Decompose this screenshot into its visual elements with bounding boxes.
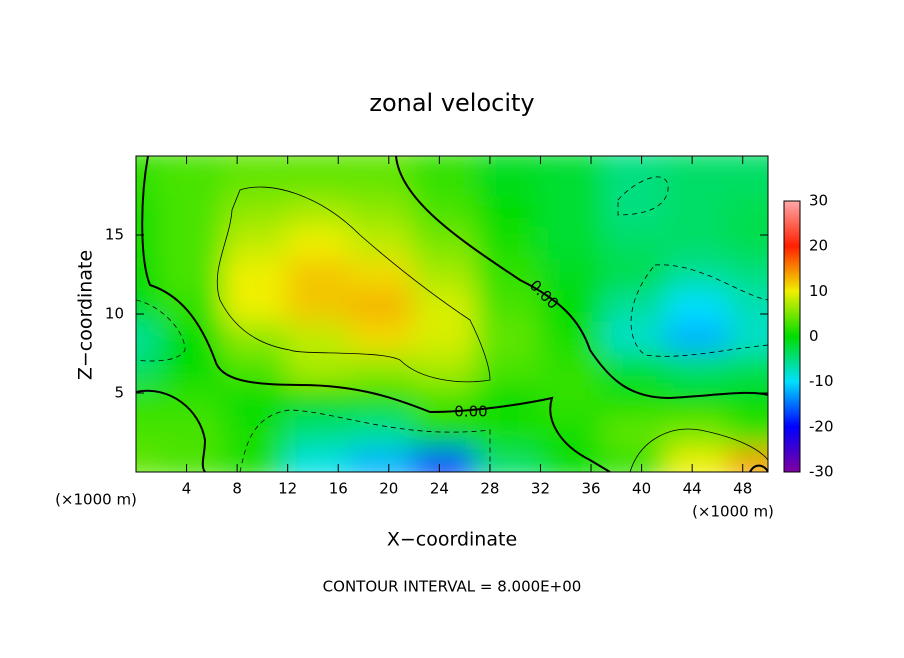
- colorbar-tick-label: 20: [809, 237, 828, 255]
- footer-note: CONTOUR INTERVAL = 8.000E+00: [323, 578, 582, 596]
- contour-label: 0.00: [454, 403, 487, 421]
- colorbar-tick-label: -20: [809, 417, 834, 435]
- axes: [136, 156, 800, 473]
- contour-8: [629, 428, 768, 472]
- field: [136, 156, 768, 472]
- colorbar-tick-label: -10: [809, 372, 834, 390]
- colorbar-tick-label: 30: [809, 192, 828, 210]
- x-unit: (×1000 m): [692, 503, 774, 521]
- contour-8: [216, 186, 491, 383]
- x-tick-label: 44: [683, 480, 702, 498]
- contour-neg8: [136, 299, 186, 362]
- field-clip: [136, 156, 768, 472]
- x-tick-label: 48: [733, 480, 752, 498]
- field-cell: [728, 156, 768, 196]
- x-tick-label: 24: [430, 480, 449, 498]
- chart-title: zonal velocity: [369, 89, 534, 117]
- zero-contour: [136, 389, 207, 472]
- x-tick-label: 20: [379, 480, 398, 498]
- colorbar-tick-label: 0: [809, 327, 819, 345]
- contour-neg8: [617, 176, 669, 216]
- x-tick-label: 40: [632, 480, 651, 498]
- x-tick-label: 28: [480, 480, 499, 498]
- x-axis-label: X−coordinate: [387, 529, 517, 551]
- x-tick-label: 32: [531, 480, 550, 498]
- contour-neg8: [630, 264, 768, 357]
- y-tick-label: 5: [114, 384, 124, 402]
- x-tick-label: 8: [232, 480, 242, 498]
- x-tick-label: 12: [278, 480, 297, 498]
- colorbar: [783, 200, 801, 473]
- zero-contour: [749, 464, 768, 472]
- y-tick-label: 15: [105, 226, 124, 244]
- y-axis-label: Z−coordinate: [75, 250, 97, 380]
- x-tick-label: 4: [182, 480, 192, 498]
- y-tick-label: 10: [105, 305, 124, 323]
- contours: [136, 156, 768, 472]
- contour-neg8: [239, 409, 491, 472]
- x-tick-label: 16: [329, 480, 348, 498]
- colorbar-tick-label: -30: [809, 463, 834, 481]
- colorbar-tick-label: 10: [809, 282, 828, 300]
- zero-contour: [141, 156, 611, 472]
- x-unit: (×1000 m): [55, 491, 137, 509]
- zero-contour: [395, 156, 768, 400]
- x-tick-label: 36: [581, 480, 600, 498]
